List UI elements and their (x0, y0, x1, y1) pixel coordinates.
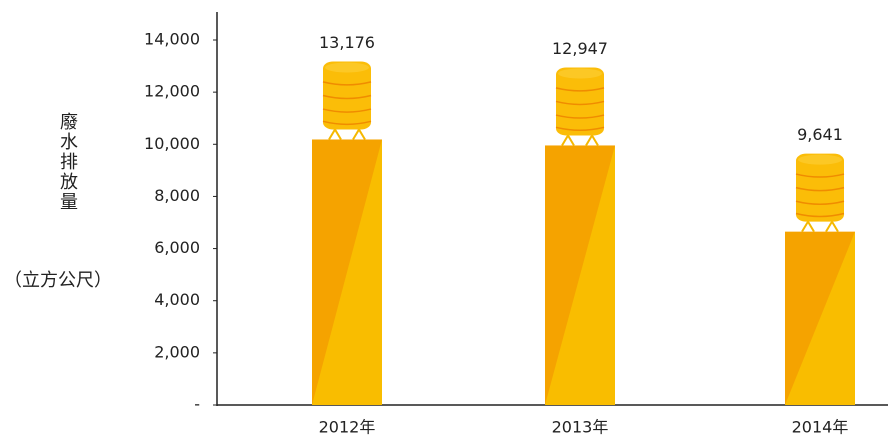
tank-lid (798, 154, 842, 165)
bar-highlight (545, 145, 615, 405)
x-tick-label: 2013年 (552, 418, 609, 437)
tank-stripe (322, 120, 372, 126)
tank-stripe (795, 173, 845, 178)
y-tick-label: 4,000 (154, 290, 200, 309)
value-label: 9,641 (797, 125, 843, 144)
tank (323, 61, 371, 130)
tank-stripe (795, 200, 845, 205)
y-axis-unit: （立方公尺） (4, 270, 112, 291)
tank (796, 153, 844, 222)
y-tick-label: 14,000 (144, 30, 200, 49)
y-tick-label: 10,000 (144, 134, 200, 153)
tank-lid (325, 62, 369, 73)
bar (785, 153, 855, 405)
y-axis-label: 廢水排放量 (57, 112, 78, 212)
tank-stripe (555, 126, 605, 132)
tank-legs (561, 133, 599, 146)
x-tick-label: 2012年 (319, 418, 376, 437)
y-tick-label: 2,000 (154, 342, 200, 361)
bar-highlight (312, 139, 382, 406)
tank-stripe (322, 94, 372, 100)
y-tick-label: 8,000 (154, 186, 200, 205)
tank-stripe (322, 108, 372, 113)
y-tick-label: - (194, 395, 200, 414)
tank-stripe (555, 100, 605, 106)
bar-highlight (785, 231, 855, 405)
tank-legs (328, 127, 366, 140)
bar (545, 67, 615, 405)
value-label: 12,947 (552, 39, 608, 58)
tank-stripe (795, 212, 845, 218)
y-tick-label: 12,000 (144, 82, 200, 101)
tank-stripe (555, 114, 605, 119)
y-tick-label: 6,000 (154, 238, 200, 257)
tank-stripe (322, 81, 372, 86)
tank-stripe (795, 186, 845, 192)
tank-stripe (555, 87, 605, 92)
tank (556, 67, 604, 136)
tank-legs (801, 219, 839, 233)
value-label: 13,176 (319, 33, 375, 52)
x-tick-label: 2014年 (792, 418, 849, 437)
bar (312, 61, 382, 406)
tank-lid (558, 68, 602, 79)
